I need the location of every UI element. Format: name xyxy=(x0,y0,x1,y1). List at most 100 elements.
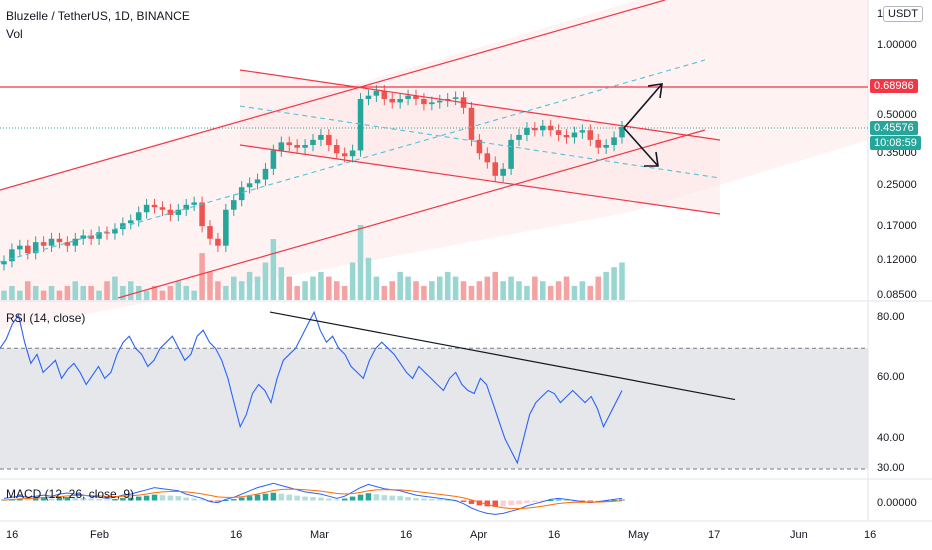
volume-bar xyxy=(532,276,538,300)
volume-bar xyxy=(143,290,150,300)
candle-body xyxy=(484,153,491,163)
volume-label[interactable]: Vol xyxy=(6,27,23,41)
macd-histogram-bar xyxy=(476,500,483,506)
price-tick: 0.08500 xyxy=(877,289,917,301)
rsi-tick: 30.00 xyxy=(877,461,905,474)
candle-body xyxy=(48,238,55,246)
candle-body xyxy=(56,238,63,243)
volume-bar xyxy=(246,271,253,300)
rsi-trendline xyxy=(269,311,736,401)
volume-bar xyxy=(1,290,7,300)
macd-histogram-bar xyxy=(238,497,245,501)
price-tick: 0.35000 xyxy=(877,147,917,159)
candle-body xyxy=(199,202,205,227)
macd-histogram-bar xyxy=(333,499,340,501)
candle-body xyxy=(571,132,578,138)
volume-bar xyxy=(310,276,316,300)
currency-unit-button[interactable]: USDT xyxy=(883,6,923,22)
macd-histogram-bar xyxy=(262,493,269,501)
candle-body xyxy=(405,95,411,99)
macd-histogram-bar xyxy=(294,495,300,501)
candle-body xyxy=(318,134,324,140)
macd-histogram-bar xyxy=(48,498,55,501)
macd-histogram-bar xyxy=(80,498,87,501)
volume-bar xyxy=(135,285,142,300)
ascending-channel-upper xyxy=(0,0,666,191)
volume-bar xyxy=(603,271,609,300)
candle-body xyxy=(278,142,285,151)
volume-bars xyxy=(1,225,625,300)
macd-histogram-bar xyxy=(310,497,316,501)
breakdown-arrow xyxy=(623,127,659,167)
time-tick: Feb xyxy=(90,529,109,541)
volume-bar xyxy=(555,281,562,300)
time-tick: 16 xyxy=(548,529,561,541)
macd-histogram-bar xyxy=(532,500,538,502)
rsi-pane xyxy=(0,310,868,470)
candle-body xyxy=(96,232,102,239)
candle-body xyxy=(24,245,31,254)
macd-histogram-bar xyxy=(539,500,546,502)
candle-body xyxy=(333,145,340,154)
price-tick: 0.50000 xyxy=(877,109,917,121)
candle-body xyxy=(254,179,261,184)
candle-body xyxy=(17,245,23,250)
macd-histogram-bar xyxy=(555,499,562,501)
candle-body xyxy=(524,127,530,135)
candle-body xyxy=(112,229,118,234)
candle-body xyxy=(40,242,47,246)
drawing-tools[interactable] xyxy=(0,0,868,299)
volume-bar xyxy=(349,262,356,300)
volume-bar xyxy=(286,276,293,300)
volume-bar xyxy=(294,285,300,300)
candle-body xyxy=(64,242,71,246)
candle-body xyxy=(326,134,332,146)
macd-histogram-bar xyxy=(135,496,142,501)
volume-bar xyxy=(175,281,182,300)
macd-histogram-bar xyxy=(397,496,403,501)
volume-bar xyxy=(56,290,63,300)
macd-histogram-bar xyxy=(278,493,285,501)
candle-body xyxy=(230,200,237,210)
macd-histogram-bar xyxy=(405,497,411,501)
macd-histogram-bar xyxy=(484,500,491,507)
volume-bar xyxy=(508,276,514,300)
rsi-label[interactable]: RSI (14, close) xyxy=(6,311,86,325)
rsi-band-fill xyxy=(0,348,868,469)
macd-histogram-bar xyxy=(151,494,158,501)
macd-histogram-bar xyxy=(436,499,443,501)
symbol-title[interactable]: Bluzelle / TetherUS, 1D, BINANCE xyxy=(6,9,190,23)
candle-body xyxy=(294,145,300,148)
candle-body xyxy=(516,134,522,140)
volume-bar xyxy=(254,276,261,300)
time-tick: 17 xyxy=(708,529,721,541)
macd-histogram-bar xyxy=(159,495,166,501)
candle-body xyxy=(468,107,475,140)
ascending-channel-lower xyxy=(117,129,706,299)
volume-bar xyxy=(183,285,190,300)
macd-histogram-bar xyxy=(167,495,174,501)
countdown-badge: 10:08:59 xyxy=(870,136,921,150)
macd-label[interactable]: MACD (12, 26, close, 9) xyxy=(6,487,135,501)
volume-bar xyxy=(492,271,499,300)
candle-body xyxy=(80,235,87,239)
volume-bar xyxy=(500,281,506,300)
candle-body xyxy=(9,249,15,262)
macd-histogram-bar xyxy=(17,498,23,501)
macd-histogram-bar xyxy=(547,500,554,502)
volume-bar xyxy=(278,267,285,300)
volume-bar xyxy=(112,276,118,300)
candle-body xyxy=(555,130,562,135)
candle-body xyxy=(619,126,625,138)
volume-bar xyxy=(215,281,221,300)
volume-bar xyxy=(333,281,340,300)
candle-body xyxy=(429,102,435,105)
volume-bar xyxy=(436,276,443,300)
time-tick: Mar xyxy=(310,529,329,541)
macd-histogram-bar xyxy=(286,494,293,501)
macd-histogram-bar xyxy=(175,496,182,501)
candle-body xyxy=(492,162,499,176)
rsi-tick: 60.00 xyxy=(877,371,905,384)
macd-histogram-bar xyxy=(183,497,190,501)
